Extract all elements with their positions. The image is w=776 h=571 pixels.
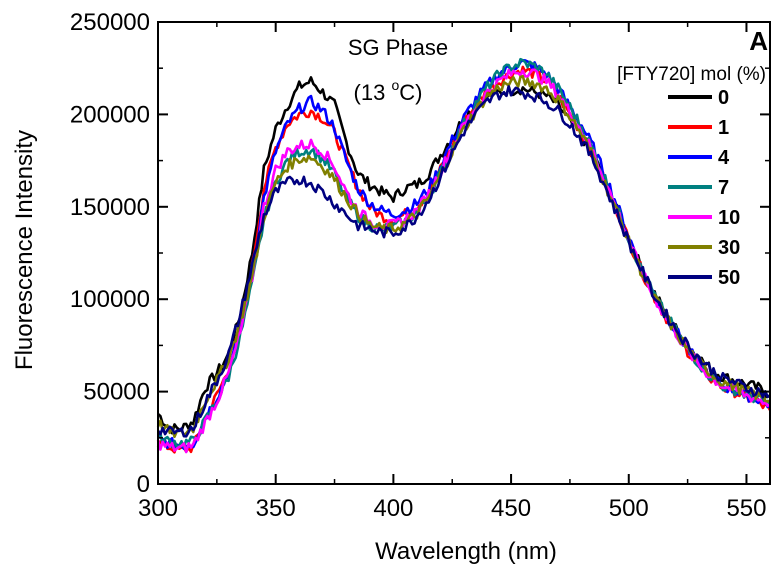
temperature-suffix: C) <box>399 80 422 105</box>
x-axis-title: Wavelength (nm) <box>375 538 557 565</box>
panel-label: A <box>749 26 768 56</box>
plot-frame <box>157 21 771 485</box>
legend-label-0: 0 <box>718 87 729 109</box>
series-line-30 <box>156 74 771 439</box>
legend-label-30: 30 <box>718 237 740 259</box>
y-tick-label-250000: 250000 <box>70 9 150 36</box>
y-axis-title: Fluorescence Intensity <box>11 130 38 370</box>
legend-label-50: 50 <box>718 267 740 289</box>
legend-label-10: 10 <box>718 207 740 229</box>
temperature-annotation: (13 oC) <box>354 77 423 105</box>
series-line-7 <box>157 57 772 449</box>
legend: 0 1 4 7 10 30 50 <box>668 87 740 289</box>
x-tick-label-550: 550 <box>726 495 766 522</box>
x-tick-label-400: 400 <box>373 495 413 522</box>
y-tick-label-100000: 100000 <box>70 286 150 313</box>
x-tick-label-450: 450 <box>491 495 531 522</box>
legend-label-1: 1 <box>718 117 729 139</box>
y-tick-label-50000: 50000 <box>83 379 150 406</box>
y-tick-label-0: 0 <box>137 471 150 498</box>
series-lines <box>156 57 772 454</box>
temperature-prefix: (13 <box>354 80 392 105</box>
ticks: 300 350 400 450 500 5500500001000001500002000… <box>70 9 770 522</box>
phase-annotation: SG Phase <box>348 35 448 60</box>
y-tick-label-150000: 150000 <box>70 194 150 221</box>
x-tick-label-350: 350 <box>256 495 296 522</box>
x-tick-label-300: 300 <box>138 495 178 522</box>
axes <box>157 21 771 485</box>
series-line-50 <box>156 85 771 438</box>
y-tick-label-200000: 200000 <box>70 101 150 128</box>
legend-title: [FTY720] mol (%) <box>617 64 766 85</box>
legend-label-4: 4 <box>718 147 730 169</box>
temperature-degree: o <box>391 77 399 93</box>
x-tick-label-500: 500 <box>609 495 649 522</box>
legend-label-7: 7 <box>718 177 729 199</box>
